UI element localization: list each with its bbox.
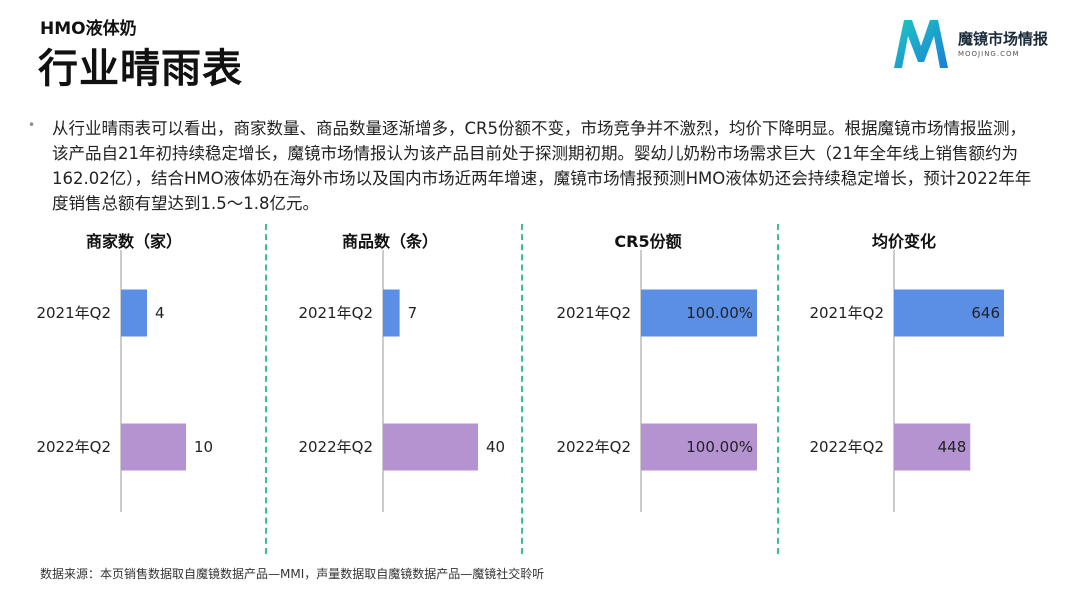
chart-title-cr5: CR5份额 (614, 232, 682, 251)
data-label: 100.00% (686, 304, 753, 322)
data-label: 4 (155, 304, 165, 322)
bullet-icon: • (28, 118, 36, 132)
bar (383, 289, 400, 337)
category-label: 2021年Q2 (556, 304, 631, 322)
moojing-logo-icon (894, 20, 948, 68)
data-label: 646 (971, 304, 1000, 322)
chart-title-products: 商品数（条） (341, 232, 438, 251)
logo-url: MOOJING.COM (958, 50, 1020, 58)
panel-divider (521, 224, 523, 554)
bar (383, 423, 478, 471)
bar (641, 289, 757, 337)
brand-logo: 魔镜市场情报 MOOJING.COM (890, 16, 1070, 72)
bar (894, 423, 971, 471)
bar (121, 289, 147, 337)
data-label: 10 (194, 438, 213, 456)
data-label: 100.00% (686, 438, 753, 456)
category-label: 2021年Q2 (298, 304, 373, 322)
category-label: 2021年Q2 (809, 304, 884, 322)
bar (641, 423, 757, 471)
category-label: 2022年Q2 (556, 438, 631, 456)
source-note: 数据来源：本页销售数据取自魔镜数据产品—MMI，声量数据取自魔镜数据产品—魔镜社… (40, 567, 545, 581)
page-subtitle: HMO液体奶 (40, 19, 137, 39)
page-title: 行业晴雨表 (38, 46, 243, 92)
panel-divider (777, 224, 779, 554)
chart-title-avg-price: 均价变化 (871, 232, 936, 251)
category-label: 2022年Q2 (809, 438, 884, 456)
summary-text: 从行业晴雨表可以看出，商家数量、商品数量逐渐增多，CR5份额不变，市场竞争并不激… (52, 119, 1032, 213)
category-label: 2021年Q2 (36, 304, 111, 322)
chart-title-merchants: 商家数（家） (85, 232, 182, 251)
panel-divider (265, 224, 267, 554)
data-label: 40 (486, 438, 505, 456)
category-label: 2022年Q2 (298, 438, 373, 456)
bar (121, 423, 186, 471)
bar (894, 289, 1004, 337)
logo-name: 魔镜市场情报 (958, 30, 1049, 48)
category-label: 2022年Q2 (36, 438, 111, 456)
data-label: 7 (408, 304, 418, 322)
data-label: 448 (938, 438, 967, 456)
